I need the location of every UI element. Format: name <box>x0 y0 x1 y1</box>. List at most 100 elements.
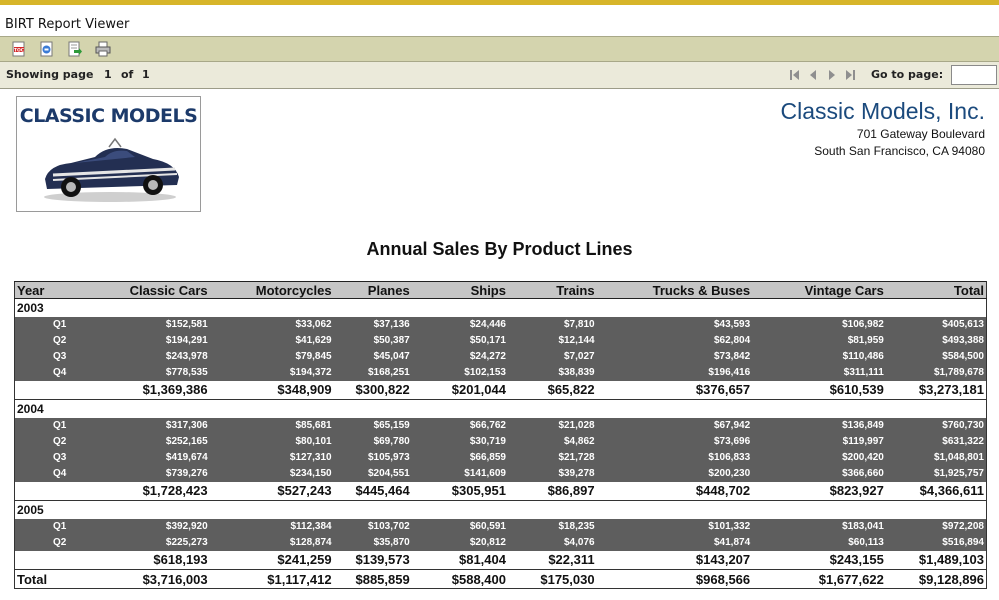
quarter-value: $33,062 <box>209 316 334 333</box>
quarter-value: $631,322 <box>885 433 987 450</box>
top-accent-stripe <box>0 0 999 5</box>
quarter-value: $79,845 <box>209 348 334 365</box>
quarter-value: $12,144 <box>507 332 597 349</box>
subtotal-value: $139,573 <box>333 550 412 570</box>
column-header: Planes <box>333 281 412 299</box>
table-header-row: Year Classic Cars Motorcycles Planes Ships Tr… <box>14 281 987 299</box>
quarter-value: $7,810 <box>507 316 597 333</box>
quarter-value: $35,870 <box>333 534 412 551</box>
quarter-value: $7,027 <box>507 348 597 365</box>
last-page-button[interactable] <box>843 68 857 82</box>
company-logo: CLASSIC MODELS <box>16 96 201 212</box>
quarter-value: $106,833 <box>596 449 753 466</box>
subtotal-value: $243,155 <box>752 550 886 570</box>
subtotal-value: $22,311 <box>507 550 597 570</box>
toc-button[interactable]: TOC <box>11 41 27 57</box>
quarter-value: $168,251 <box>333 364 412 381</box>
year-label: 2004 <box>14 399 987 418</box>
quarter-value: $778,535 <box>68 364 210 381</box>
quarter-value: $50,171 <box>411 332 508 349</box>
quarter-label: Q4 <box>14 364 69 381</box>
quarter-row: Q4 $739,276 $234,150 $204,551 $141,609 $39,27… <box>14 465 987 482</box>
quarter-row: Q1 $152,581 $33,062 $37,136 $24,446 $7,810 $43… <box>14 316 987 333</box>
quarter-value: $110,486 <box>752 348 886 365</box>
sales-table: Year Classic Cars Motorcycles Planes Ships Tr… <box>14 281 987 589</box>
company-address-line1: 701 Gateway Boulevard <box>856 127 985 141</box>
quarter-value: $73,842 <box>596 348 753 365</box>
previous-page-button[interactable] <box>806 68 820 82</box>
quarter-value: $60,591 <box>411 518 508 535</box>
svg-text:TOC: TOC <box>14 47 25 53</box>
subtotal-value: $3,273,181 <box>885 380 987 400</box>
go-to-page-input[interactable] <box>951 65 997 85</box>
logo-text: CLASSIC MODELS <box>19 105 198 127</box>
subtotal-value: $1,369,386 <box>68 380 210 400</box>
quarter-value: $20,812 <box>411 534 508 551</box>
column-header: Trains <box>507 281 597 299</box>
quarter-value: $39,278 <box>507 465 597 482</box>
quarter-label: Q3 <box>14 348 69 365</box>
subtotal-spacer <box>14 481 69 501</box>
company-name: Classic Models, Inc. <box>780 98 985 124</box>
grand-total-row: Total $3,716,003 $1,117,412 $885,859 $588,40… <box>14 569 987 589</box>
subtotal-value: $300,822 <box>333 380 412 400</box>
quarter-value: $24,446 <box>411 316 508 333</box>
quarter-label: Q4 <box>14 465 69 482</box>
quarter-value: $419,674 <box>68 449 210 466</box>
quarter-value: $204,551 <box>333 465 412 482</box>
parameters-button[interactable] <box>39 41 55 57</box>
quarter-value: $972,208 <box>885 518 987 535</box>
subtotal-value: $1,489,103 <box>885 550 987 570</box>
export-icon <box>68 41 82 57</box>
quarter-value: $85,681 <box>209 417 334 434</box>
subtotal-value: $65,822 <box>507 380 597 400</box>
quarter-value: $37,136 <box>333 316 412 333</box>
year-group-row: 2005 <box>14 500 987 519</box>
go-to-page-label: Go to page: <box>871 68 944 81</box>
quarter-value: $584,500 <box>885 348 987 365</box>
column-header: Classic Cars <box>68 281 210 299</box>
subtotal-value: $376,657 <box>596 380 753 400</box>
total-pages-number: 1 <box>142 68 150 81</box>
quarter-value: $4,076 <box>507 534 597 551</box>
toc-icon: TOC <box>12 41 25 57</box>
quarter-label: Q1 <box>14 316 69 333</box>
quarter-value: $1,048,801 <box>885 449 987 466</box>
next-page-icon <box>829 70 835 80</box>
subtotal-value: $143,207 <box>596 550 753 570</box>
grand-total-value: $588,400 <box>411 569 508 589</box>
of-label: of <box>121 68 134 81</box>
quarter-value: $311,111 <box>752 364 886 381</box>
quarter-row: Q2 $194,291 $41,629 $50,387 $50,171 $12,144 $6… <box>14 332 987 349</box>
quarter-value: $183,041 <box>752 518 886 535</box>
quarter-value: $102,153 <box>411 364 508 381</box>
quarter-label: Q1 <box>14 417 69 434</box>
quarter-value: $43,593 <box>596 316 753 333</box>
quarter-value: $101,332 <box>596 518 753 535</box>
last-page-icon <box>846 70 855 80</box>
quarter-value: $317,306 <box>68 417 210 434</box>
next-page-button[interactable] <box>825 68 839 82</box>
export-button[interactable] <box>67 41 83 57</box>
grand-total-value: $9,128,896 <box>885 569 987 589</box>
quarter-value: $21,028 <box>507 417 597 434</box>
quarter-value: $119,997 <box>752 433 886 450</box>
subtotal-value: $4,366,611 <box>885 481 987 501</box>
column-header: Motorcycles <box>209 281 334 299</box>
car-logo-image <box>44 137 179 202</box>
quarter-value: $128,874 <box>209 534 334 551</box>
quarter-label: Q1 <box>14 518 69 535</box>
quarter-value: $45,047 <box>333 348 412 365</box>
quarter-row: Q2 $225,273 $128,874 $35,870 $20,812 $4,076 $4… <box>14 534 987 551</box>
subtotal-value: $348,909 <box>209 380 334 400</box>
quarter-value: $4,862 <box>507 433 597 450</box>
toolbar: TOC <box>0 36 999 62</box>
print-button[interactable] <box>95 41 111 57</box>
quarter-value: $194,372 <box>209 364 334 381</box>
quarter-value: $152,581 <box>68 316 210 333</box>
grand-total-value: $1,117,412 <box>209 569 334 589</box>
first-page-button[interactable] <box>788 68 802 82</box>
year-subtotal-row: $618,193 $241,259 $139,573 $81,404 $22,311 $1… <box>14 550 987 570</box>
quarter-value: $21,728 <box>507 449 597 466</box>
page-navigation-bar: Showing page 1 of 1 Go to page: <box>0 62 999 89</box>
